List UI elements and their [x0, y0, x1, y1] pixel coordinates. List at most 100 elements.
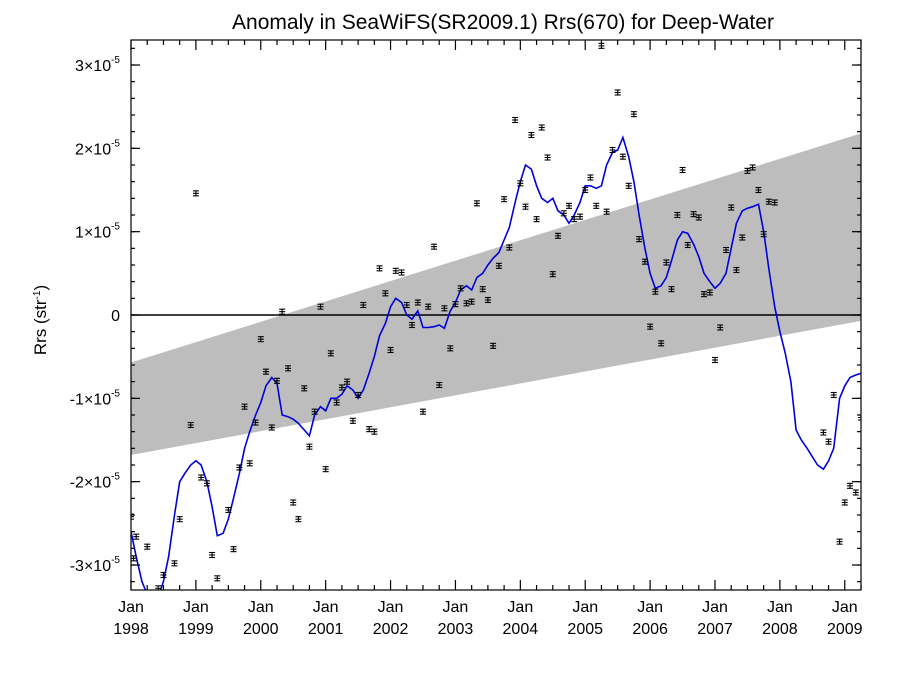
data-point — [301, 385, 308, 392]
data-point — [647, 323, 654, 330]
data-point — [863, 373, 869, 378]
data-point — [366, 426, 373, 433]
data-point — [652, 288, 659, 295]
data-point — [841, 499, 848, 506]
data-point — [398, 269, 405, 276]
data-point — [522, 203, 529, 210]
data-point — [668, 286, 675, 293]
data-point — [468, 298, 475, 305]
data-point — [225, 506, 232, 514]
data-point — [144, 543, 151, 550]
y-tick-label: 1×10-5 — [75, 222, 120, 242]
x-tick-year: 2005 — [567, 621, 603, 638]
plot-area — [131, 42, 869, 590]
data-point — [209, 551, 216, 559]
y-tick-label: 2×10-5 — [75, 138, 120, 158]
data-point — [501, 196, 508, 203]
x-tick-month: Jan — [313, 599, 339, 616]
data-point — [408, 321, 415, 329]
y-tick-label: -1×10-5 — [70, 388, 121, 408]
x-tick-month: Jan — [572, 599, 598, 616]
data-point — [306, 443, 313, 450]
data-point — [728, 204, 735, 211]
data-point — [317, 303, 324, 310]
data-point — [566, 202, 572, 209]
data-point — [852, 489, 859, 496]
confidence-band — [131, 133, 861, 456]
data-point — [257, 336, 264, 343]
data-point — [690, 211, 697, 218]
data-point — [700, 291, 707, 298]
x-tick-month: Jan — [702, 599, 728, 616]
data-point — [636, 236, 643, 243]
data-point — [171, 560, 178, 567]
data-point — [749, 164, 756, 171]
data-point — [744, 167, 751, 174]
data-point — [820, 429, 827, 436]
data-point — [825, 438, 832, 445]
data-point — [544, 154, 551, 161]
data-point — [131, 513, 134, 520]
x-tick-month: Jan — [767, 599, 793, 616]
data-point — [295, 516, 302, 523]
data-point — [706, 289, 713, 296]
x-tick-year: 2009 — [827, 621, 863, 638]
data-point — [506, 244, 513, 251]
data-point — [479, 286, 486, 293]
data-point — [133, 533, 140, 540]
data-point — [376, 265, 383, 272]
data-point — [192, 190, 199, 197]
data-point — [463, 300, 470, 307]
data-point — [360, 301, 367, 309]
data-point — [425, 303, 432, 310]
data-point — [279, 308, 286, 315]
data-point — [836, 538, 843, 545]
x-tick-month: Jan — [832, 599, 858, 616]
data-point — [246, 460, 253, 467]
data-point — [512, 116, 519, 124]
data-point — [739, 234, 746, 241]
data-point — [560, 210, 567, 217]
data-point — [571, 216, 578, 223]
data-point — [441, 305, 448, 312]
x-tick-year: 2007 — [697, 621, 733, 638]
data-point — [176, 516, 183, 523]
data-point — [679, 166, 686, 174]
x-tick-year: 1998 — [113, 621, 149, 638]
data-point — [582, 186, 589, 194]
data-point — [846, 482, 853, 489]
data-point — [717, 324, 724, 331]
data-point — [392, 267, 399, 274]
data-point — [403, 301, 410, 309]
data-point — [684, 241, 691, 249]
data-point — [382, 290, 389, 297]
data-point — [241, 403, 248, 410]
x-tick-year: 2004 — [503, 621, 539, 638]
data-point — [490, 342, 497, 349]
x-tick-month: Jan — [637, 599, 663, 616]
data-point — [338, 384, 345, 391]
data-point — [658, 340, 665, 347]
data-point — [311, 408, 318, 415]
data-point — [538, 124, 545, 131]
data-point — [695, 214, 702, 221]
data-point — [760, 231, 767, 238]
data-point — [160, 571, 167, 579]
x-tick-month: Jan — [118, 599, 144, 616]
data-point — [262, 368, 269, 375]
data-point — [203, 480, 210, 487]
data-point — [614, 89, 621, 96]
x-tick-year: 2000 — [243, 621, 279, 638]
data-point — [630, 111, 637, 118]
x-axis: Jan 1998 Jan 1999 Jan 2000 Jan 2001 Jan 2002 Jan 20… — [113, 40, 863, 638]
data-point — [723, 246, 730, 254]
data-point — [712, 356, 718, 364]
data-point — [344, 378, 351, 385]
data-point — [609, 146, 616, 154]
data-point — [230, 546, 237, 553]
data-point — [554, 232, 561, 239]
data-points — [131, 42, 869, 590]
data-point — [414, 299, 421, 306]
data-point — [517, 180, 524, 187]
data-point — [533, 216, 540, 223]
